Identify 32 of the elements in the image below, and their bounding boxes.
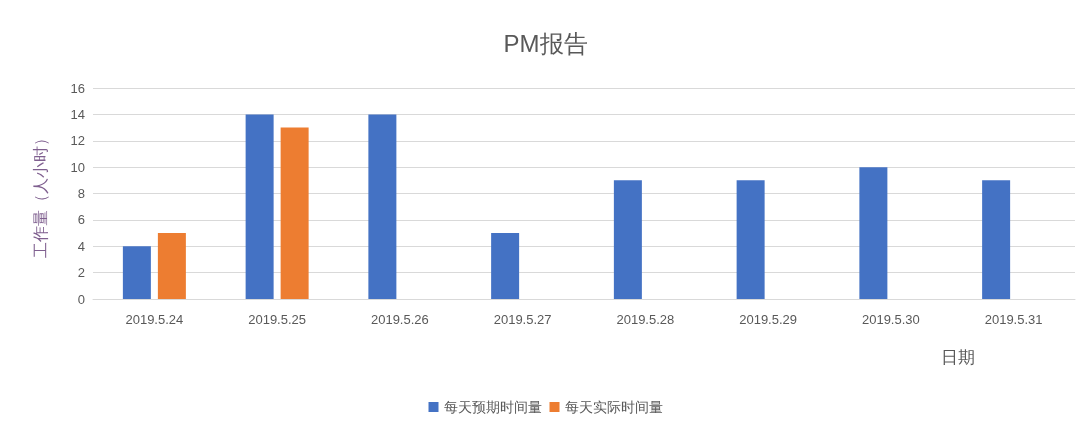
- legend-label: 每天预期时间量: [443, 399, 542, 415]
- x-tick-label: 2019.5.28: [616, 312, 675, 327]
- x-tick-label: 2019.5.26: [370, 312, 429, 327]
- bar: [859, 167, 888, 299]
- bar: [122, 246, 151, 299]
- y-tick-label: 10: [70, 159, 85, 175]
- x-tick-label: 2019.5.29: [739, 312, 798, 327]
- x-tick-label: 2019.5.31: [984, 312, 1043, 327]
- chart-title: PM报告: [503, 29, 588, 57]
- y-tick-label: 2: [77, 265, 85, 281]
- bar: [613, 180, 642, 299]
- bar: [736, 180, 765, 299]
- y-axis-title: 工作量（人小时）: [31, 129, 49, 258]
- x-axis-title: 日期: [941, 348, 975, 367]
- y-tick-label: 8: [77, 186, 85, 201]
- legend-label: 每天实际时间量: [564, 399, 663, 415]
- x-tick-label: 2019.5.24: [125, 312, 184, 327]
- bar: [368, 114, 397, 299]
- y-tick-label: 14: [70, 106, 85, 122]
- y-tick-label: 16: [70, 80, 85, 96]
- bar: [982, 180, 1011, 299]
- y-tick-label: 12: [70, 133, 85, 149]
- bar: [280, 127, 309, 299]
- bar: [157, 233, 186, 299]
- bar: [491, 233, 520, 299]
- x-tick-label: 2019.5.27: [493, 312, 552, 327]
- y-tick-label: 6: [77, 212, 85, 228]
- y-tick-label: 4: [77, 238, 85, 254]
- x-tick-label: 2019.5.30: [861, 312, 920, 327]
- bar: [245, 114, 274, 299]
- y-tick-label: 0: [77, 291, 85, 307]
- x-tick-label: 2019.5.25: [248, 312, 307, 327]
